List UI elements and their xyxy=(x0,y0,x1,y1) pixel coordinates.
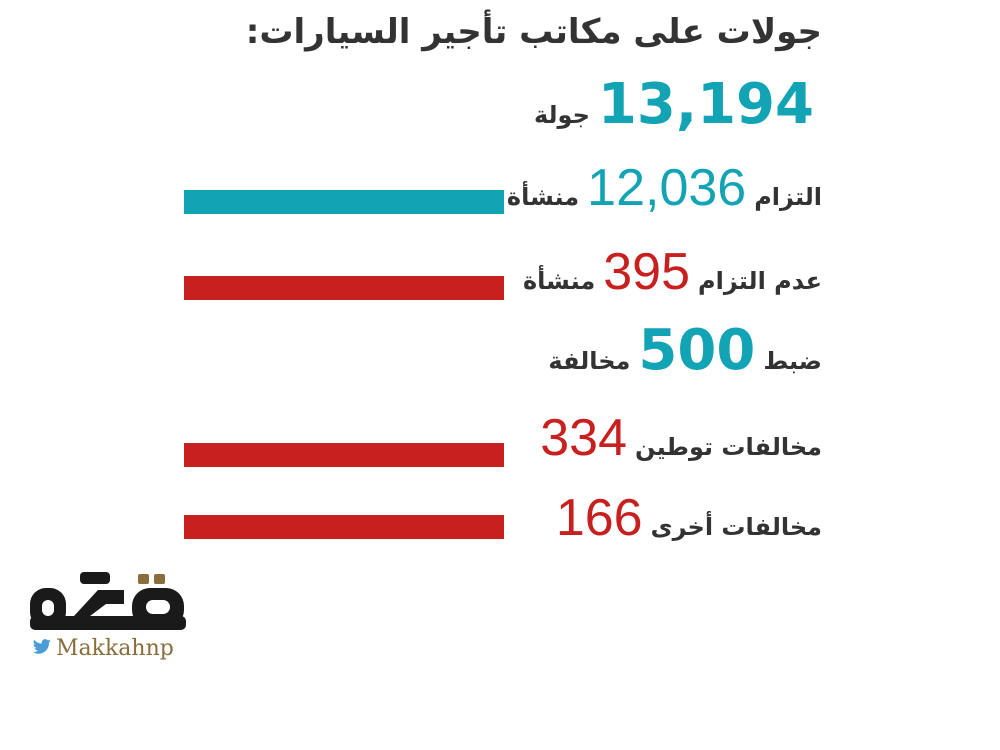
makkah-logo-mark xyxy=(30,572,186,630)
compliance-label: التزام xyxy=(754,183,822,211)
seized-row: ضبط 500 مخالفة xyxy=(548,318,822,383)
twitter-bird-icon xyxy=(32,639,51,654)
noncompliance-value: 395 xyxy=(603,243,691,301)
seized-value: 500 xyxy=(638,318,756,383)
total-rounds-value: 13,194 xyxy=(597,72,814,137)
noncompliance-unit: منشأة xyxy=(522,267,596,295)
compliance-row: التزام 12,036 منشأة xyxy=(507,158,822,218)
makkah-logo xyxy=(28,570,188,670)
other-violations-value: 166 xyxy=(555,489,643,547)
bar-other-violations xyxy=(184,515,504,539)
localization-value: 334 xyxy=(540,409,627,467)
other-violations-label: مخالفات أخرى xyxy=(650,513,822,541)
noncompliance-row: عدم التزام 395 منشأة xyxy=(523,242,822,302)
seized-unit: مخالفة xyxy=(548,347,631,375)
localization-label: مخالفات توطين xyxy=(635,433,822,461)
other-violations-row: مخالفات أخرى 166 xyxy=(548,488,822,548)
seized-label: ضبط xyxy=(763,347,822,375)
localization-row: مخالفات توطين 334 xyxy=(532,408,822,468)
total-rounds-unit: جولة xyxy=(533,101,590,129)
bar-compliance xyxy=(184,190,504,214)
noncompliance-label: عدم التزام xyxy=(698,267,822,295)
chart-title: جولات على مكاتب تأجير السيارات: xyxy=(245,12,822,52)
twitter-handle: Makkahnp xyxy=(56,636,174,661)
total-rounds-row: 13,194 جولة xyxy=(534,72,822,137)
compliance-unit: منشأة xyxy=(506,183,580,211)
bar-localization-violations xyxy=(184,443,504,467)
compliance-value: 12,036 xyxy=(587,159,747,217)
bar-noncompliance xyxy=(184,276,504,300)
